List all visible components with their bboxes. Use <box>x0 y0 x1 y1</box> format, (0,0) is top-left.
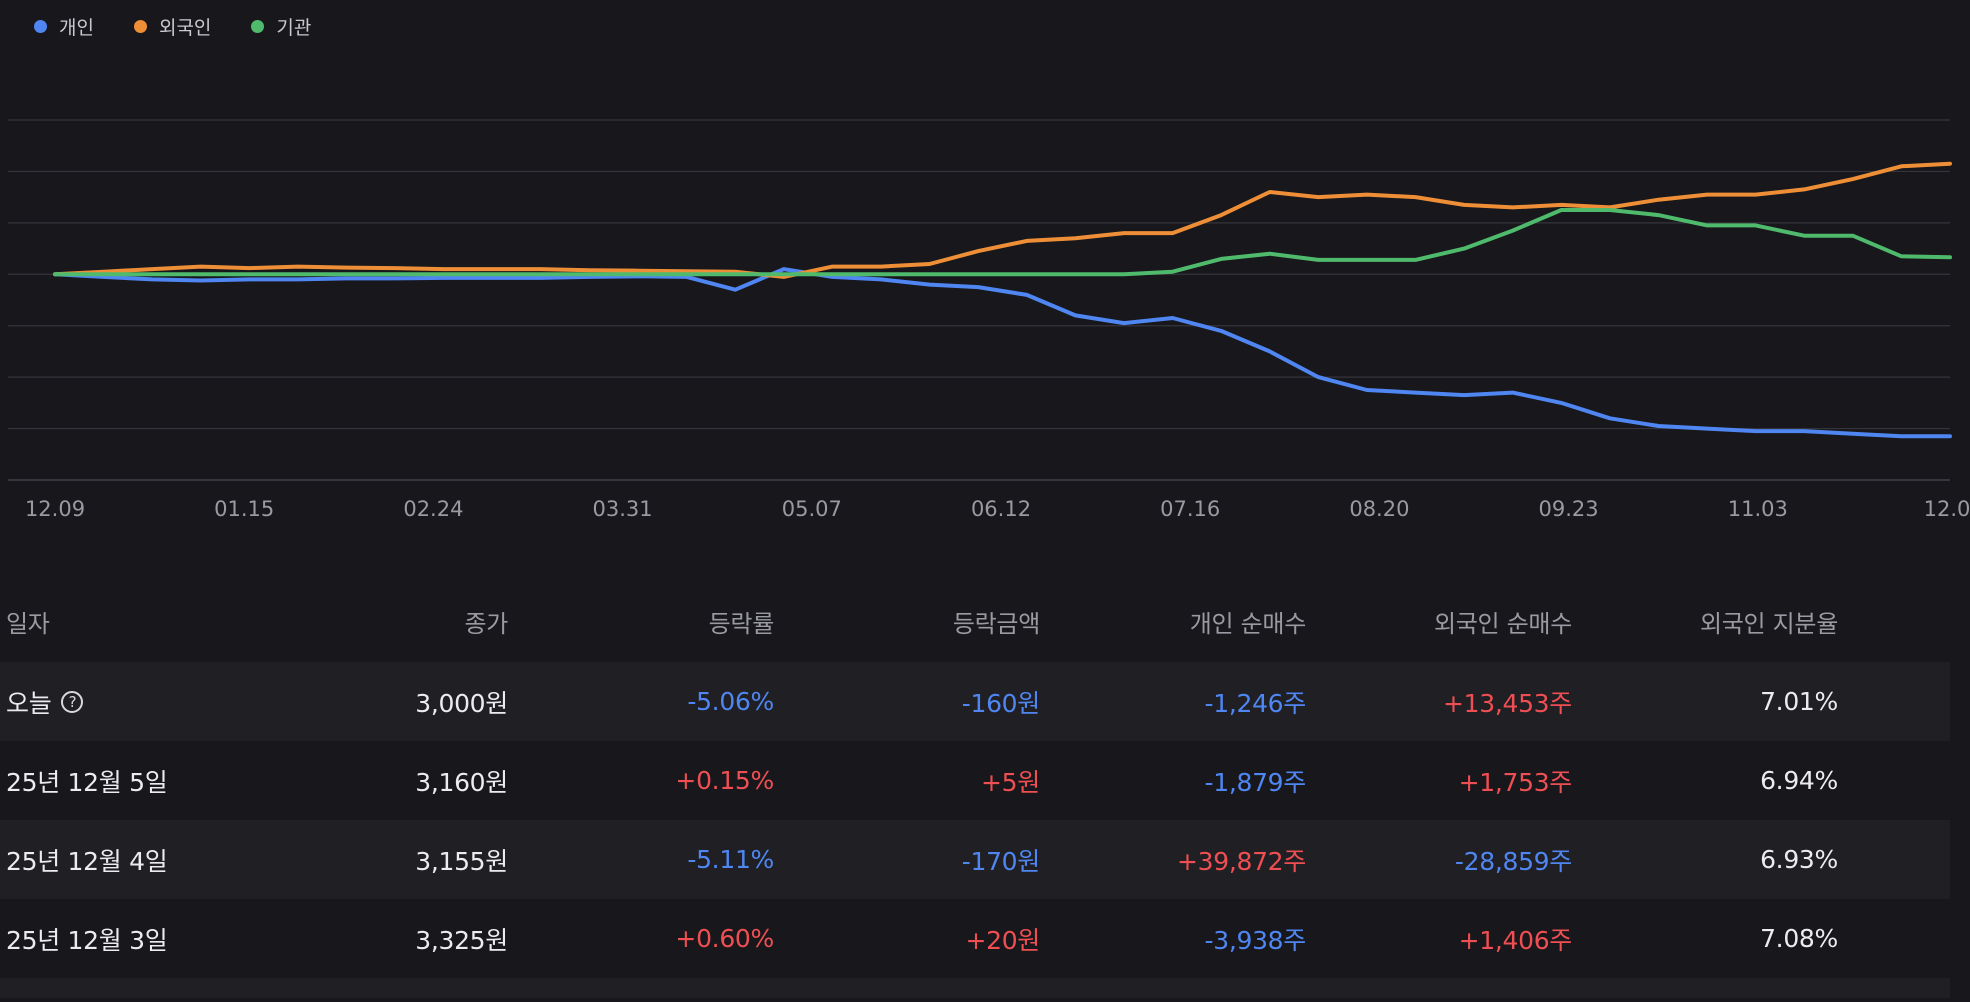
x-tick-label: 07.16 <box>1160 497 1220 521</box>
row-foreign-net: +13,453주 <box>1442 688 1572 718</box>
legend-dot-individual <box>34 19 47 33</box>
row-individual-net: -1,246주 <box>1204 688 1307 718</box>
row-date: 25년 12월 5일 <box>6 767 168 797</box>
x-tick-label: 02.24 <box>403 497 463 521</box>
x-tick-label: 05.07 <box>782 497 842 521</box>
table-header-row: 일자 종가 등락률 등락금액 개인 순매수 외국인 순매수 외국인 지분율 <box>0 582 1950 662</box>
table-row: 25년 12월 4일 3,155원 -5.11% -170원 +39,872주 … <box>0 820 1950 899</box>
legend-dot-foreign <box>133 19 147 33</box>
row-foreign-share: 6.93% <box>1760 845 1838 874</box>
row-amount: +20원 <box>965 925 1040 955</box>
legend-item-individual[interactable]: 개인 <box>34 13 94 40</box>
row-foreign-share: 6.94% <box>1760 766 1838 795</box>
row-date: 25년 12월 3일 <box>6 925 168 955</box>
row-individual-net: +39,872주 <box>1176 846 1306 876</box>
legend-item-institution[interactable]: 기관 <box>251 13 311 40</box>
legend-label-individual: 개인 <box>59 16 94 39</box>
x-tick-label: 09.23 <box>1539 497 1599 521</box>
help-icon[interactable]: ? <box>61 690 84 713</box>
legend-dot-institution <box>251 19 265 33</box>
header-amount: 등락금액 <box>952 610 1040 638</box>
row-individual-net: -3,938주 <box>1204 925 1307 955</box>
x-tick-label: 12.09 <box>25 497 85 521</box>
table-row: 25년 12월 3일 3,325원 +0.60% +20원 -3,938주 +1… <box>0 899 1950 978</box>
row-close: 3,000원 <box>415 688 508 718</box>
x-tick-label: 03.31 <box>593 497 653 521</box>
row-amount: +5원 <box>981 767 1040 797</box>
row-rate: -5.11% <box>687 845 774 874</box>
x-tick-label: 01.15 <box>214 497 274 521</box>
row-date-label: 오늘 <box>6 688 52 718</box>
row-foreign-net: -28,859주 <box>1454 846 1572 876</box>
investor-trading-table: 일자 종가 등락률 등락금액 개인 순매수 외국인 순매수 외국인 지분율 오늘… <box>0 582 1950 998</box>
table-row: 25년 12월 5일 3,160원 +0.15% +5원 -1,879주 +1,… <box>0 741 1950 820</box>
row-foreign-share: 7.08% <box>1760 924 1838 953</box>
header-close: 종가 <box>464 610 508 638</box>
series-line-institution <box>53 208 1952 277</box>
table-row-partial <box>0 978 1950 998</box>
x-tick-label: 11.03 <box>1728 497 1788 521</box>
table-row: 오늘 ? 3,000원 -5.06% -160원 -1,246주 +13,453… <box>0 662 1950 741</box>
header-individual-net: 개인 순매수 <box>1189 610 1307 638</box>
x-tick-label: 12.0 <box>1924 497 1970 521</box>
net-buying-line-chart: 12.09 01.15 02.24 03.31 05.07 06.12 07.16 08.20… <box>8 119 1970 521</box>
chart-legend: 개인 외국인 기관 <box>34 12 311 40</box>
row-date: 오늘 ? <box>6 662 84 741</box>
legend-label-foreign: 외국인 <box>158 16 212 39</box>
header-foreign-net: 외국인 순매수 <box>1433 610 1572 638</box>
legend-item-foreign[interactable]: 외국인 <box>133 13 212 40</box>
header-rate: 등락률 <box>708 610 775 638</box>
row-foreign-share: 7.01% <box>1760 687 1838 716</box>
x-tick-label: 06.12 <box>971 497 1031 521</box>
row-rate: -5.06% <box>687 687 774 716</box>
row-amount: -170원 <box>961 846 1041 876</box>
row-close: 3,160원 <box>415 767 508 797</box>
row-foreign-net: +1,753주 <box>1458 767 1573 797</box>
chart-x-ticks: 12.09 01.15 02.24 03.31 05.07 06.12 07.16 08.20… <box>25 497 1970 521</box>
row-rate: +0.60% <box>675 924 774 953</box>
row-individual-net: -1,879주 <box>1204 767 1307 797</box>
header-foreign-share: 외국인 지분율 <box>1699 610 1838 638</box>
row-rate: +0.15% <box>675 766 774 795</box>
row-amount: -160원 <box>961 688 1041 718</box>
header-date: 일자 <box>6 610 50 638</box>
chart-series-lines <box>53 161 1952 439</box>
series-line-foreign <box>53 161 1952 279</box>
row-foreign-net: +1,406주 <box>1458 925 1573 955</box>
series-line-individual <box>53 267 1952 439</box>
x-tick-label: 08.20 <box>1349 497 1409 521</box>
row-close: 3,155원 <box>415 846 508 876</box>
row-close: 3,325원 <box>415 925 508 955</box>
row-date: 25년 12월 4일 <box>6 846 168 876</box>
legend-label-institution: 기관 <box>276 16 312 39</box>
